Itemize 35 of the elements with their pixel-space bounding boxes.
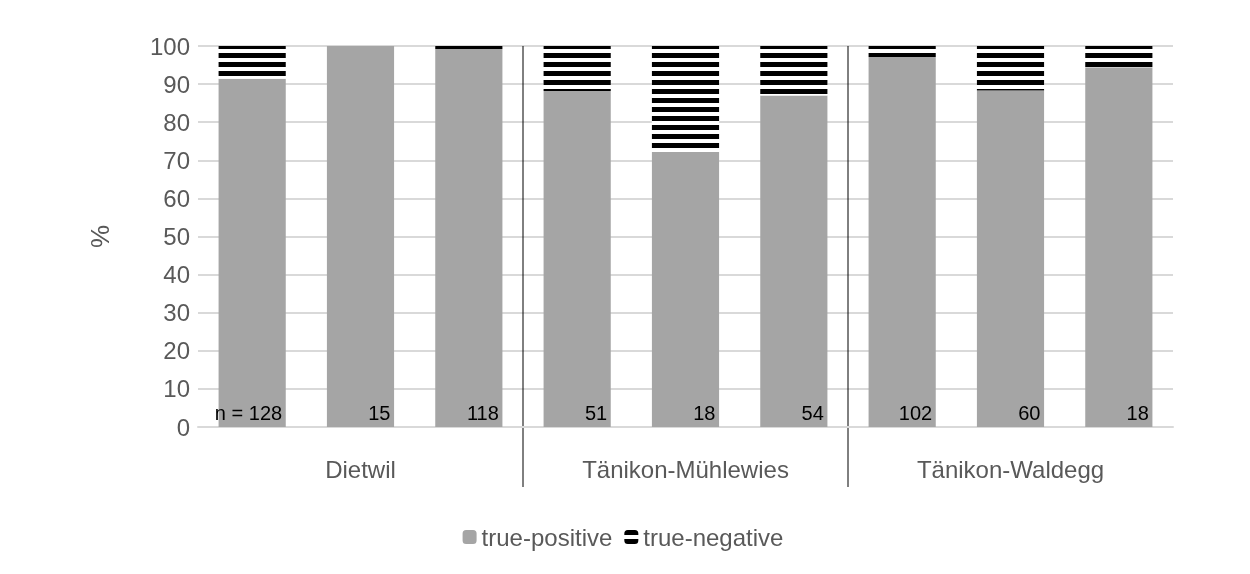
bar	[218, 78, 286, 427]
bar	[760, 95, 828, 427]
y-tick-label: 70	[163, 146, 190, 174]
bar	[868, 57, 936, 427]
y-tick-label: 90	[163, 70, 190, 98]
annotation: 18	[693, 402, 716, 424]
bar	[326, 46, 395, 427]
annotation: 18	[1126, 402, 1149, 424]
annotation: 118	[466, 402, 499, 424]
annotation: 102	[898, 402, 933, 424]
y-tick-label: 40	[163, 261, 190, 289]
bar	[435, 49, 503, 427]
legend-label: true-positive	[481, 523, 613, 551]
y-tick-label: 60	[163, 184, 190, 212]
annotation: 60	[1018, 402, 1041, 424]
bar	[543, 90, 611, 427]
annotation: 51	[584, 402, 608, 424]
y-tick-label: 30	[163, 299, 190, 327]
bar	[976, 90, 1045, 427]
y-tick-label: 20	[163, 337, 190, 365]
bar	[1085, 67, 1153, 427]
y-tick-label: 80	[163, 108, 190, 136]
y-tick-label: 50	[163, 223, 190, 250]
y-tick-label: 10	[163, 375, 190, 403]
y-tick-label: 100	[149, 32, 190, 60]
x-tick-label: Tänikon-Mühlewies	[582, 455, 789, 483]
annotation: n = 128	[214, 402, 283, 424]
annotation: 54	[801, 402, 824, 424]
y-axis-title: %	[85, 224, 115, 249]
legend-label: true-negative	[643, 523, 784, 551]
x-tick-label: Tänikon-Waldegg	[916, 455, 1105, 483]
bar	[651, 151, 720, 427]
y-tick-label: 0	[176, 413, 190, 441]
annotation: 15	[368, 402, 391, 424]
x-tick-label: Dietwil	[325, 455, 396, 483]
